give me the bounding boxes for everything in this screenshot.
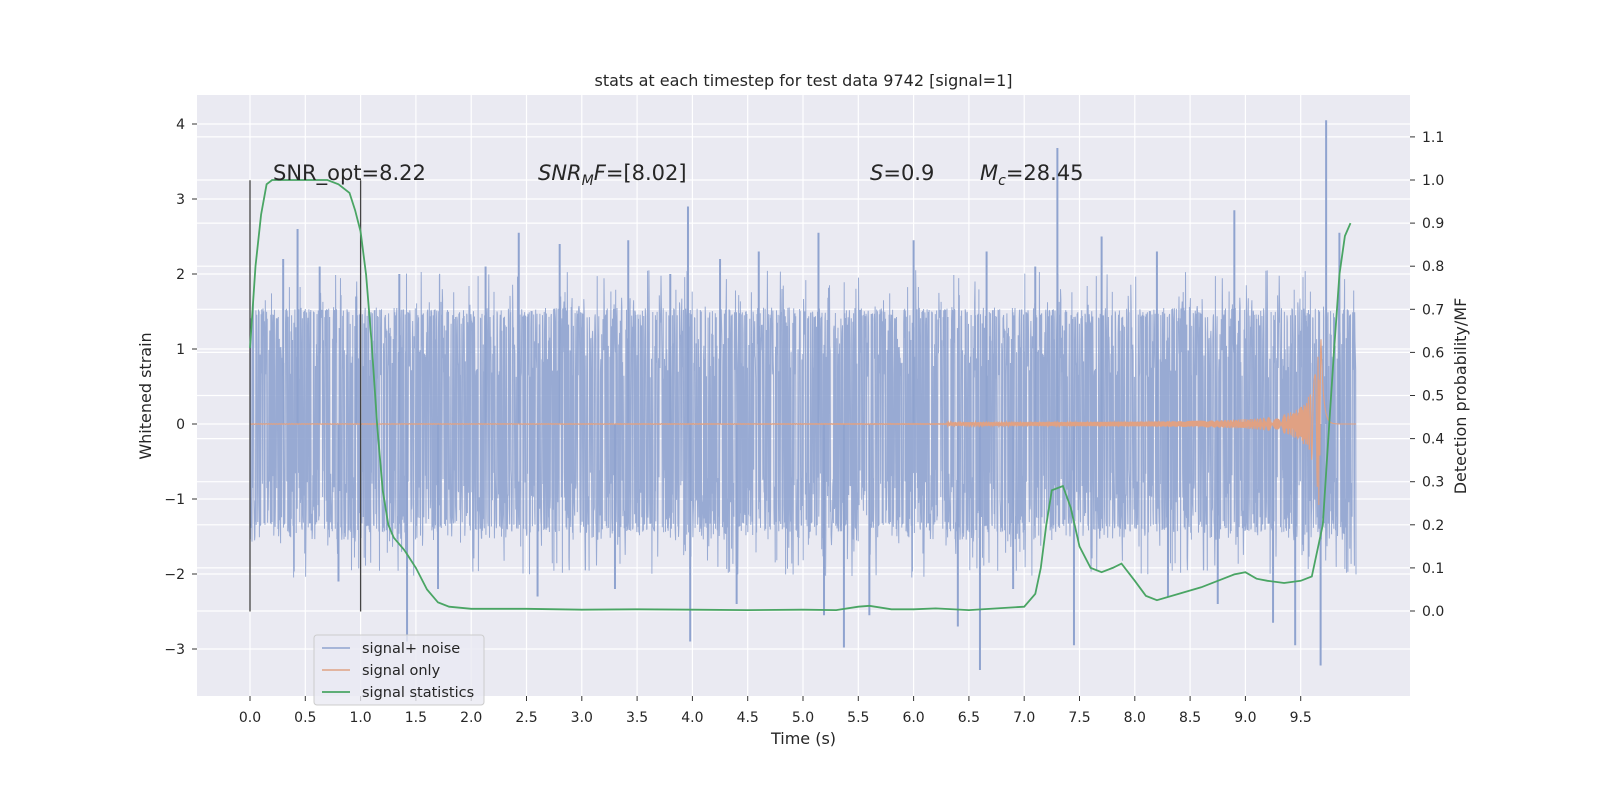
y-tick-label: 3 <box>176 192 185 208</box>
data-layer <box>249 120 1357 670</box>
series-signal-noise-line <box>249 270 1357 578</box>
x-tick-label: 1.5 <box>405 710 427 726</box>
y-tick-label: 0 <box>176 417 185 433</box>
mc-symbol: M <box>980 161 998 185</box>
annotation-s: S=0.9 <box>870 161 934 185</box>
x-tick-label: 8.5 <box>1179 710 1201 726</box>
y-right-tick-label: 0.9 <box>1422 216 1444 232</box>
x-tick-label: 4.0 <box>681 710 703 726</box>
x-tick-label: 3.0 <box>571 710 593 726</box>
s-symbol: S <box>870 161 883 185</box>
snr-mf-value: =[8.02] <box>606 161 687 185</box>
annotations: SNR_opt=8.22 SNRMF=[8.02] S=0.9 Mc=28.45 <box>273 161 1084 189</box>
y-right-tick-label: 1.1 <box>1422 130 1444 146</box>
x-tick-label: 0.5 <box>294 710 316 726</box>
legend-box <box>313 634 485 706</box>
x-tick-label: 2.5 <box>515 710 537 726</box>
x-tick-label: 6.5 <box>958 710 980 726</box>
legend-label-signal-statistics: signal statistics <box>362 685 474 701</box>
annotation-snr-mf: SNRMF=[8.02] <box>538 161 687 189</box>
y-tick-label: −1 <box>164 492 185 508</box>
y-right-tick-label: 0.4 <box>1422 432 1444 448</box>
y-tick-label: −2 <box>164 567 185 583</box>
s-value: =0.9 <box>883 161 934 185</box>
x-tick-label: 7.5 <box>1068 710 1090 726</box>
y-right-tick-label: 0.1 <box>1422 561 1444 577</box>
x-tick-label: 3.5 <box>626 710 648 726</box>
axes: 0.0 0.5 1.0 1.5 2.0 2.5 3.0 3.5 4.0 4.5 5.0 5.5 6.0 6… <box>164 117 1444 726</box>
mc-subscript: c <box>998 173 1006 189</box>
series-signal-only-line <box>249 339 1356 506</box>
mc-value: =28.45 <box>1006 161 1084 185</box>
x-tick-label: 5.0 <box>792 710 814 726</box>
series-signal-statistics-line <box>249 179 1352 612</box>
snr-mf-subscript: M <box>582 173 594 189</box>
y-axis-right-label: Detection probability/MF <box>1451 298 1470 495</box>
chart-title: stats at each timestep for test data 974… <box>594 71 1012 90</box>
x-tick-label: 5.5 <box>847 710 869 726</box>
x-tick-label: 0.0 <box>239 710 261 726</box>
legend: signal+ noise signal only signal statist… <box>313 634 485 706</box>
y-right-tick-label: 0.8 <box>1422 259 1444 275</box>
legend-label-signal-only: signal only <box>362 663 441 679</box>
y-tick-label: 2 <box>176 267 185 283</box>
x-tick-label: 4.5 <box>737 710 759 726</box>
y-right-tick-label: 0.3 <box>1422 475 1444 491</box>
x-tick-label: 6.0 <box>902 710 924 726</box>
y-right-tick-label: 0.0 <box>1422 604 1444 620</box>
y-right-tick-label: 0.7 <box>1422 302 1444 318</box>
y-axis-label: Whitened strain <box>136 332 155 459</box>
y-right-tick-label: 0.5 <box>1422 389 1444 405</box>
y-tick-label: 4 <box>176 117 185 133</box>
y-right-tick-label: 0.6 <box>1422 345 1444 361</box>
snr-mf-symbol: SNR <box>538 161 582 185</box>
x-tick-label: 8.0 <box>1124 710 1146 726</box>
x-tick-label: 9.0 <box>1234 710 1256 726</box>
snr-mf-f: F <box>594 161 607 185</box>
x-tick-label: 2.0 <box>460 710 482 726</box>
y-right-tick-label: 1.0 <box>1422 173 1444 189</box>
annotation-snr-opt: SNR_opt=8.22 <box>273 161 426 186</box>
annotation-mc: Mc=28.45 <box>980 161 1084 189</box>
x-tick-label: 1.0 <box>349 710 371 726</box>
y-tick-label: 1 <box>176 342 185 358</box>
x-tick-label: 9.5 <box>1290 710 1312 726</box>
y-tick-label: −3 <box>164 642 185 658</box>
y-right-tick-label: 0.2 <box>1422 518 1444 534</box>
x-tick-label: 7.0 <box>1013 710 1035 726</box>
x-axis-label: Time (s) <box>770 729 836 748</box>
legend-label-signal-noise: signal+ noise <box>362 641 460 657</box>
